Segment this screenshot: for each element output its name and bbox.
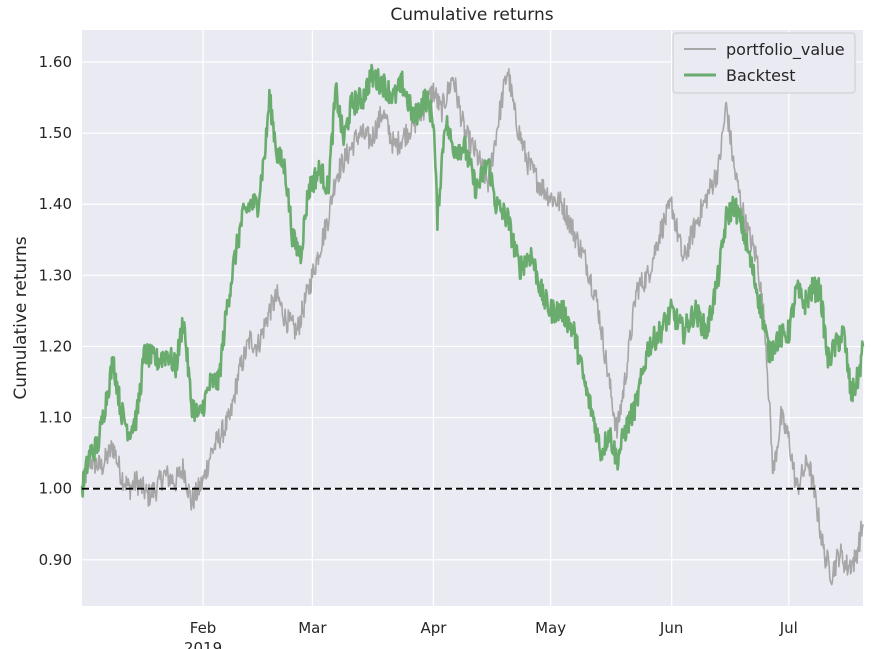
x-tick-label: Jun [659, 619, 683, 637]
x-tick-label: Mar [298, 619, 327, 637]
chart-title: Cumulative returns [390, 5, 553, 25]
y-tick-label: 1.60 [39, 53, 72, 71]
x-tick-label: May [535, 619, 566, 637]
series-line-backtest [80, 63, 865, 498]
x-axis-ticks: Feb 2019 Mar Apr May Jun Jul [184, 619, 798, 649]
y-tick-label: 1.00 [39, 480, 72, 498]
x-tick-label: Feb [190, 619, 217, 637]
y-axis-ticks: 0.90 1.00 1.10 1.20 1.30 1.40 1.50 1.60 [39, 53, 72, 569]
legend-label-backtest: Backtest [726, 66, 796, 85]
y-tick-label: 0.90 [39, 551, 72, 569]
y-tick-label: 1.20 [39, 337, 72, 355]
legend-label-portfolio-value: portfolio_value [726, 40, 845, 60]
series-line-portfolio-value [81, 68, 864, 586]
x-tick-label: Jul [779, 619, 798, 637]
y-tick-label: 1.10 [39, 409, 72, 427]
legend-box [672, 32, 856, 94]
y-tick-label: 1.50 [39, 124, 72, 142]
x-tick-sublabel: 2019 [184, 639, 222, 649]
series-layer [80, 63, 865, 586]
legend: portfolio_value Backtest [672, 32, 856, 94]
plot-background [82, 30, 863, 606]
y-tick-label: 1.40 [39, 195, 72, 213]
x-tick-label: Apr [420, 619, 447, 637]
y-axis-label: Cumulative returns [11, 236, 31, 399]
y-tick-label: 1.30 [39, 266, 72, 284]
